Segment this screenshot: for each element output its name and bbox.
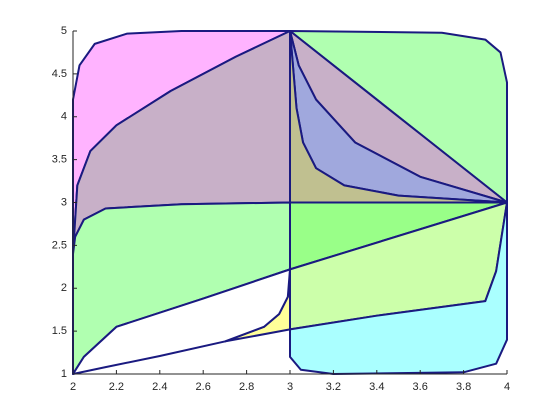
x-tick-label: 2.2 — [109, 381, 124, 393]
y-tick-label: 2 — [61, 282, 67, 294]
y-tick-label: 4 — [61, 111, 67, 123]
y-tick-label: 1.5 — [52, 325, 67, 337]
x-tick-label: 3.6 — [413, 381, 428, 393]
x-tick-label: 3 — [287, 381, 293, 393]
x-tick-label: 2 — [70, 381, 76, 393]
x-tick-label: 2.8 — [239, 381, 254, 393]
y-tick-label: 4.5 — [52, 68, 67, 80]
y-tick-label: 2.5 — [52, 239, 67, 251]
y-tick-label: 1 — [61, 368, 67, 380]
x-tick-label: 4 — [504, 381, 510, 393]
x-tick-label: 3.2 — [326, 381, 341, 393]
patch — [72, 268, 291, 375]
y-tick-label: 3 — [61, 196, 67, 208]
x-tick-label: 3.4 — [369, 381, 384, 393]
x-tick-label: 2.6 — [196, 381, 211, 393]
x-tick-label: 3.8 — [456, 381, 471, 393]
x-tick-label: 2.4 — [152, 381, 167, 393]
y-tick-label: 5 — [61, 25, 67, 37]
y-tick-label: 3.5 — [52, 154, 67, 166]
patch — [289, 201, 508, 375]
